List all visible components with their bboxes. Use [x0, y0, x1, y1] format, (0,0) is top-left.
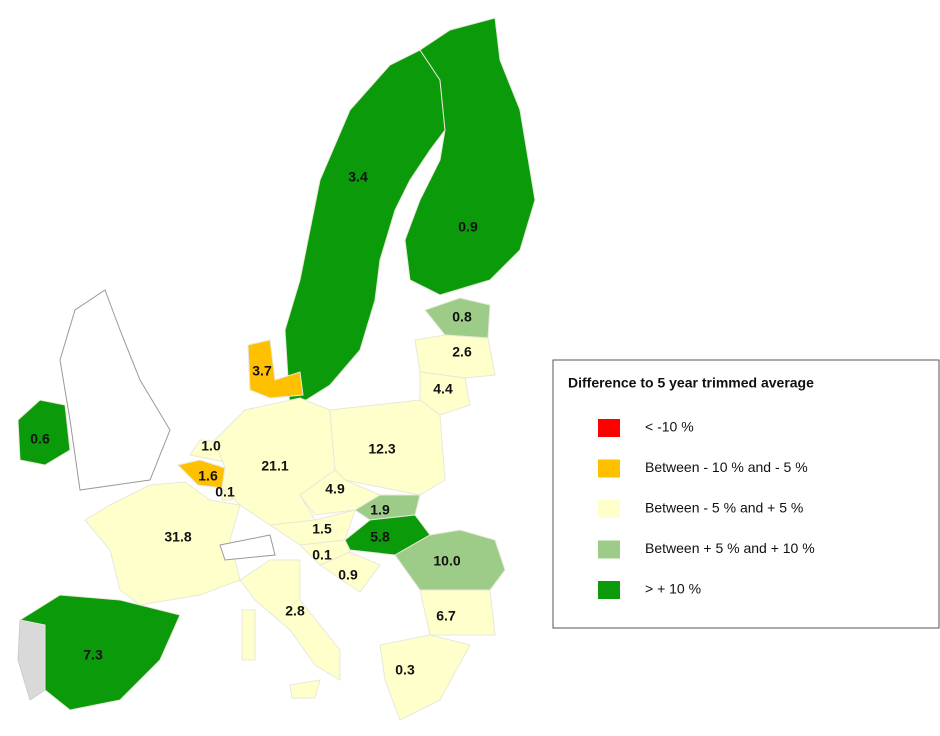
- region-label: 31.8: [164, 529, 191, 545]
- region: [239, 559, 341, 699]
- legend: < -10 % Between - 10 % and - 5 % Between -…: [598, 419, 815, 599]
- region: [18, 594, 181, 711]
- region: [84, 481, 241, 606]
- region-label: 21.1: [261, 458, 288, 474]
- region-label: 0.3: [395, 662, 415, 678]
- region: [17, 399, 71, 466]
- portugal: [17, 619, 46, 701]
- region-label: 2.6: [452, 344, 472, 360]
- region: [404, 17, 536, 296]
- region: [424, 297, 491, 339]
- legend-label: Between - 10 % and - 5 %: [645, 459, 808, 475]
- region-label: 0.1: [215, 484, 235, 500]
- region: [268, 509, 356, 546]
- region-label: 12.3: [368, 441, 395, 457]
- legend-swatch: [598, 500, 620, 518]
- region-label: 6.7: [436, 608, 456, 624]
- region-label: 4.4: [433, 381, 453, 397]
- legend-swatch: [598, 540, 620, 559]
- region-label: 3.7: [252, 363, 272, 379]
- legend-label: Between - 5 % and + 5 %: [645, 500, 803, 516]
- region: [379, 634, 471, 721]
- labels: 3.40.90.82.64.43.70.6 1.01.60.121.112.34.…: [30, 169, 478, 678]
- region-label: 1.0: [201, 438, 221, 454]
- region-label: 4.9: [325, 481, 345, 497]
- region-label: 1.9: [370, 502, 390, 518]
- legend-label: < -10 %: [645, 419, 694, 435]
- region-label: 5.8: [370, 529, 390, 545]
- switzerland: [219, 534, 276, 561]
- region: [247, 339, 304, 399]
- legend-swatch: [598, 419, 620, 437]
- region-label: 0.9: [458, 219, 478, 235]
- region-label: 0.9: [338, 567, 358, 583]
- uk-outline: [59, 289, 171, 491]
- region: [318, 551, 381, 593]
- region-label: 0.6: [30, 431, 50, 447]
- region: [214, 397, 336, 526]
- legend-label: > + 10 %: [645, 581, 701, 597]
- legend-swatch: [598, 459, 620, 478]
- legend-label: Between + 5 % and + 10 %: [645, 540, 815, 556]
- region-label: 7.3: [83, 647, 103, 663]
- region-label: 0.8: [452, 309, 472, 325]
- region-label: 10.0: [433, 553, 460, 569]
- region-label: 1.5: [312, 521, 332, 537]
- legend-title: Difference to 5 year trimmed average: [568, 375, 814, 391]
- regions: [17, 17, 536, 721]
- region-label: 1.6: [198, 468, 218, 484]
- legend-swatch: [598, 581, 620, 599]
- region: [419, 589, 496, 636]
- region: [354, 494, 421, 521]
- region-label: 2.8: [285, 603, 305, 619]
- region-label: 3.4: [348, 169, 368, 185]
- region: [419, 371, 471, 416]
- region-label: 0.1: [312, 547, 332, 563]
